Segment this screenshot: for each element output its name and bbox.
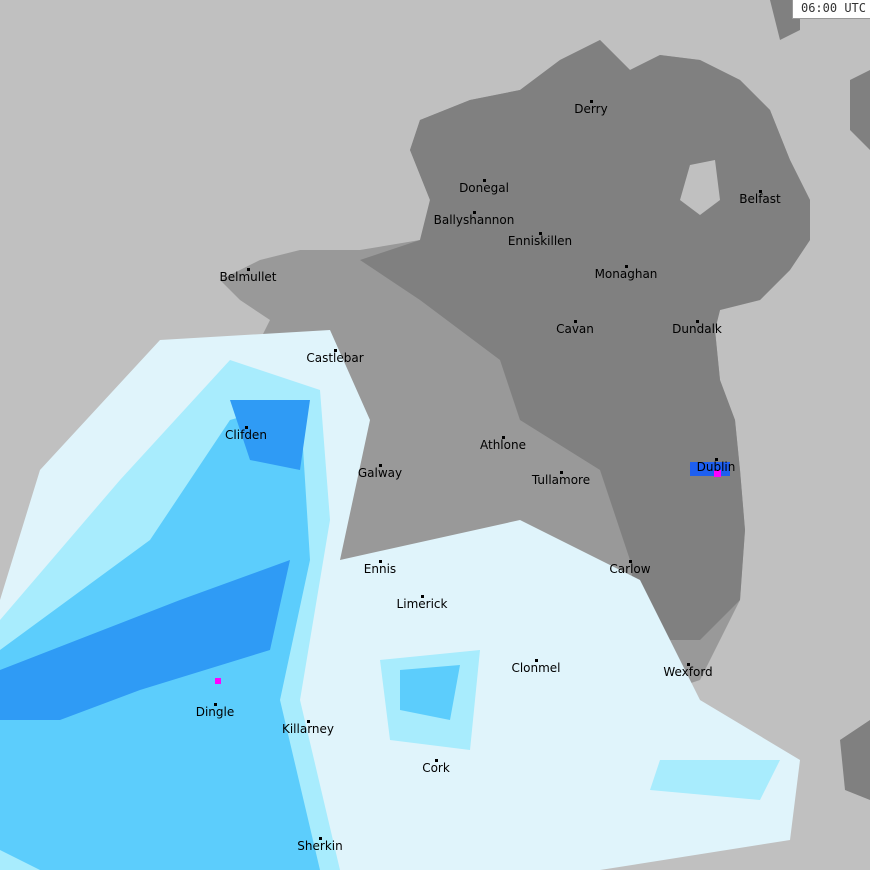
city-label-carlow: Carlow <box>609 562 650 576</box>
city-dot <box>535 659 538 662</box>
city-dot <box>502 436 505 439</box>
city-dot <box>696 320 699 323</box>
city-dot <box>435 759 438 762</box>
city-label-galway: Galway <box>358 466 402 480</box>
city-label-belmullet: Belmullet <box>220 270 277 284</box>
city-dot <box>247 268 250 271</box>
city-dot <box>319 837 322 840</box>
city-label-dublin: Dublin <box>697 460 736 474</box>
city-label-athlone: Athlone <box>480 438 526 452</box>
city-label-limerick: Limerick <box>397 597 448 611</box>
city-label-dingle: Dingle <box>196 705 235 719</box>
city-dot <box>307 720 310 723</box>
city-dot <box>574 320 577 323</box>
city-dot <box>214 703 217 706</box>
city-dot <box>590 100 593 103</box>
city-dot <box>334 349 337 352</box>
city-markers: Derry Donegal Belfast Ballyshannon Enniskill… <box>196 100 781 853</box>
city-label-clifden: Clifden <box>225 428 267 442</box>
city-dot <box>687 663 690 666</box>
city-label-castlebar: Castlebar <box>306 351 363 365</box>
city-label-killarney: Killarney <box>282 722 334 736</box>
city-label-tullamore: Tullamore <box>531 473 590 487</box>
city-label-donegal: Donegal <box>459 181 509 195</box>
city-label-cork: Cork <box>422 761 450 775</box>
city-label-derry: Derry <box>574 102 607 116</box>
city-label-belfast: Belfast <box>739 192 781 206</box>
city-dot <box>625 265 628 268</box>
city-dot <box>245 426 248 429</box>
city-label-ennis: Ennis <box>364 562 396 576</box>
city-dot <box>421 595 424 598</box>
city-dot <box>759 190 762 193</box>
city-dot <box>379 560 382 563</box>
lough-neagh <box>680 160 720 215</box>
city-dot <box>560 471 563 474</box>
rain-echoes <box>0 330 800 870</box>
city-dot <box>473 211 476 214</box>
city-label-wexford: Wexford <box>663 665 712 679</box>
city-dot <box>379 464 382 467</box>
city-label-enniskillen: Enniskillen <box>508 234 572 248</box>
city-label-cavan: Cavan <box>556 322 594 336</box>
city-dot <box>539 232 542 235</box>
city-label-clonmel: Clonmel <box>511 661 560 675</box>
city-dot <box>483 179 486 182</box>
city-dot <box>629 560 632 563</box>
timestamp-label: 06:00 UTC <box>791 0 870 19</box>
city-label-ballyshannon: Ballyshannon <box>434 213 515 227</box>
city-label-monaghan: Monaghan <box>595 267 658 281</box>
city-dot <box>715 458 718 461</box>
britain-coast <box>770 0 870 800</box>
city-label-dundalk: Dundalk <box>672 322 722 336</box>
city-label-sherkin: Sherkin <box>297 839 342 853</box>
